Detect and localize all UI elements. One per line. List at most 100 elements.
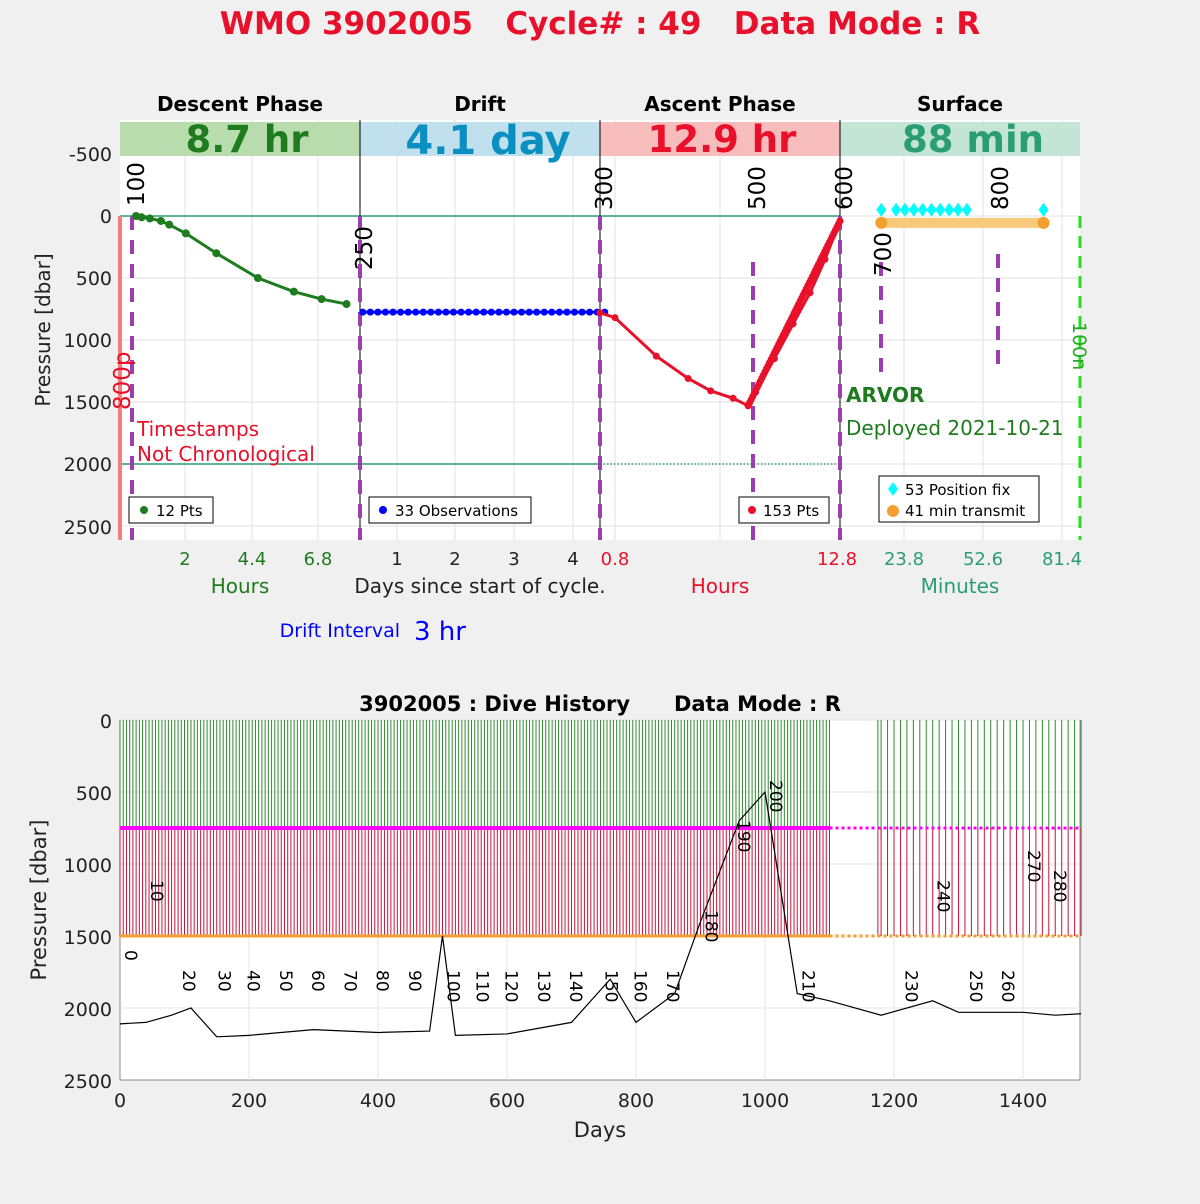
drift-series (359, 308, 609, 316)
ascent-point (611, 314, 619, 322)
cycle-number-label: 40 (243, 970, 263, 992)
cycle-number-label: 140 (565, 970, 585, 1002)
position-fix-legend-text: 53 Position fix (905, 481, 1010, 499)
position-fix-point (891, 202, 902, 217)
drift-point (434, 308, 442, 316)
bottom-x-tick: 1400 (999, 1090, 1047, 1112)
cycle-number-label: 210 (797, 970, 817, 1002)
bottom-x-tick: 400 (360, 1090, 396, 1112)
drift-point (586, 308, 594, 316)
marker-label-700: 700 (871, 232, 897, 276)
ascent-dense-point (836, 217, 844, 225)
cycle-number-label: 170 (662, 970, 682, 1002)
ascent-point (684, 374, 692, 382)
drift-duration-band (360, 122, 600, 156)
drift-point (397, 308, 405, 316)
top-y-tick: 1500 (64, 392, 112, 414)
bottom-y-tick: 2500 (64, 1071, 112, 1093)
ascent-legend: 153 Pts (738, 496, 830, 524)
bottom-x-axis-label: Days (574, 1118, 626, 1142)
marker-label-300: 300 (592, 166, 618, 210)
drift-point (502, 308, 510, 316)
drift-legend-text: 33 Observations (395, 502, 518, 520)
cycle-number-label: 90 (404, 970, 424, 992)
transmit-legend-marker (887, 505, 899, 517)
descent-x-tick: 4.4 (238, 549, 267, 570)
drift-point (412, 308, 420, 316)
marker-label-600: 600 (832, 166, 858, 210)
marker-label-800p: 800p (110, 352, 136, 411)
cycle-number-label: 270 (1023, 850, 1043, 882)
drift-point (472, 308, 480, 316)
drift-point (540, 308, 548, 316)
cycle-number-label: 130 (533, 970, 553, 1002)
marker-label-100: 100 (124, 162, 150, 206)
drift-point (427, 308, 435, 316)
drift-point (442, 308, 450, 316)
ascent-x-unit: Hours (691, 574, 750, 598)
bottom-x-tick: 1200 (870, 1090, 918, 1112)
surface-x-tick: 81.4 (1042, 549, 1082, 570)
marker-label-250: 250 (352, 226, 378, 270)
cycle-number-label: 190 (733, 820, 753, 852)
cycle-number-label: 30 (214, 970, 234, 992)
drift-point (381, 308, 389, 316)
cycle-number-label: 110 (472, 970, 492, 1002)
cycle-number-label: 60 (307, 970, 327, 992)
drift-point (419, 308, 427, 316)
cycle-number-label: 260 (997, 970, 1017, 1002)
ascent-legend-text: 153 Pts (763, 502, 819, 520)
drift-point (465, 308, 473, 316)
deployment-date: Deployed 2021-10-21 (846, 416, 1064, 440)
marker-label-100n: 100n (1068, 322, 1090, 370)
ascent-point (596, 309, 604, 317)
top-y-tick: 2000 (64, 454, 112, 476)
drift-point (374, 308, 382, 316)
drift-x-unit: Days since start of cycle. (354, 574, 605, 598)
drift-point (480, 308, 488, 316)
bottom-y-tick: 500 (76, 783, 112, 805)
descent-point (137, 213, 146, 222)
cycle-number-label: 10 (146, 880, 166, 902)
drift-interval-label: Drift Interval (280, 620, 400, 642)
bottom-depth-line (119, 790, 1082, 1038)
position-fix-point (1038, 202, 1049, 217)
descent-point (165, 220, 174, 229)
top-y-tick: -500 (69, 144, 112, 166)
position-fix-legend-marker (888, 482, 898, 496)
bottom-x-tick: 200 (231, 1090, 267, 1112)
surface-series (875, 202, 1050, 229)
cycle-number-label: 240 (933, 880, 953, 912)
top-y-axis-label: Pressure [dbar] (31, 253, 55, 406)
drift-interval-value: 3 hr (414, 617, 466, 647)
cycle-number-label: 50 (275, 970, 295, 992)
surface-x-tick: 52.6 (963, 549, 1003, 570)
bottom-x-tick: 1000 (741, 1090, 789, 1112)
position-fix-point (935, 202, 946, 217)
descent-legend-marker (140, 506, 148, 514)
bottom-x-tick: 600 (489, 1090, 525, 1112)
descent-point (253, 274, 262, 282)
top-y-tick: 0 (100, 206, 112, 228)
descent-point (145, 214, 154, 223)
position-fix-point (876, 202, 887, 217)
top-y-tick: 500 (76, 268, 112, 290)
ascent-x-tick: 12.8 (817, 549, 857, 570)
position-fix-point (961, 202, 972, 217)
descent-point (342, 300, 351, 309)
descent-series (132, 212, 351, 309)
drift-point (548, 308, 556, 316)
position-fix-point (908, 202, 919, 217)
descent-point (289, 287, 298, 296)
position-fix-point (899, 202, 910, 217)
drift-point (563, 308, 571, 316)
descent-point (317, 295, 326, 304)
bottom-y-axis-ticks: 0 500 1000 1500 2000 2500 (64, 711, 112, 1093)
drift-point (404, 308, 412, 316)
surface-x-tick: 23.8 (884, 549, 924, 570)
descent-duration: 8.7 hr (185, 118, 309, 161)
cycle-number-label: 100 (443, 970, 463, 1002)
descent-legend-text: 12 Pts (156, 502, 203, 520)
bottom-chart-title: 3902005 : Dive History Data Mode : R (359, 692, 841, 716)
